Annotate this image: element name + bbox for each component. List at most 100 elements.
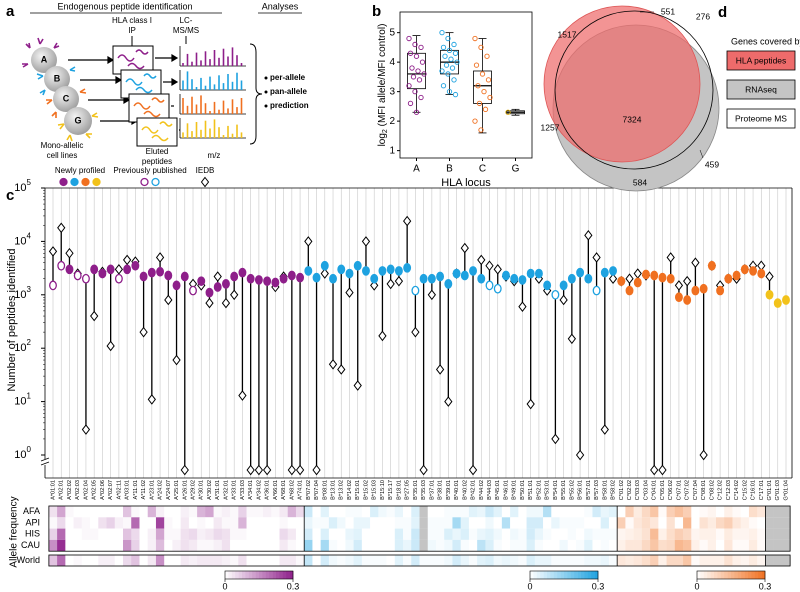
x-tick-label: B*58:02	[611, 480, 617, 500]
newly-profiled-point	[584, 273, 593, 284]
heatmap-cell	[205, 528, 214, 540]
colorbar-step	[228, 571, 233, 579]
heatmap-cell	[312, 539, 321, 552]
heatmap-cell	[740, 506, 750, 518]
heatmap-cell	[263, 555, 272, 566]
newly-profiled-point	[773, 298, 782, 308]
x-axis-label: HLA locus	[441, 177, 491, 189]
heatmap-cell	[188, 528, 198, 540]
heatmap-cell	[468, 517, 478, 529]
heatmap-cell	[748, 506, 758, 518]
heatmap-cell	[650, 506, 659, 518]
heatmap-cell	[304, 528, 313, 540]
x-tick-label: A*33:03	[240, 480, 246, 500]
diagram-label: Eluted	[146, 147, 169, 156]
heatmap-cell	[658, 517, 667, 529]
newly-profiled-point	[90, 264, 99, 275]
heatmap-cell	[172, 555, 181, 566]
heatmap-cell	[419, 539, 429, 552]
heatmap-cell	[90, 528, 99, 540]
heatmap-cell	[361, 528, 371, 540]
heatmap-cell	[411, 539, 420, 552]
heatmap-cell	[106, 517, 116, 529]
x-tick-label: B*15:01	[355, 480, 361, 500]
newly-profiled-point	[749, 266, 758, 276]
heatmap-cell	[600, 517, 610, 529]
colorbar-step	[547, 571, 551, 579]
heatmap-cell	[221, 555, 231, 566]
point	[418, 94, 424, 101]
colorbar-step	[584, 571, 589, 579]
x-tick-label: C*07:02	[685, 480, 691, 500]
peptide	[133, 97, 165, 118]
x-tick-label: B*38:01	[438, 480, 444, 500]
heatmap-cell	[221, 528, 231, 540]
newly-profiled-point	[254, 275, 263, 285]
x-tick-label: G*01:04	[783, 480, 789, 501]
previously-published-point	[49, 280, 57, 291]
newly-profiled-point	[477, 273, 486, 284]
x-tick-label: B	[446, 164, 453, 175]
x-tick-label: A*33:01	[232, 480, 238, 500]
heatmap-cell	[65, 555, 74, 566]
point	[479, 71, 486, 77]
heatmap-cell	[114, 539, 124, 552]
colorbar-step	[259, 571, 263, 579]
iedb-marker	[345, 287, 354, 298]
point	[445, 35, 451, 42]
heatmap-cell	[337, 555, 346, 566]
heatmap-cell	[271, 506, 280, 518]
colorbar-step	[242, 571, 246, 579]
heatmap-cell	[172, 539, 181, 552]
x-tick-label: B*42:01	[471, 480, 477, 500]
newly-profiled-point	[765, 289, 774, 300]
iedb-marker	[551, 433, 560, 445]
x-tick-label: B*15:03	[372, 480, 378, 500]
newly-profiled-point	[345, 268, 354, 279]
heatmap-cell	[48, 528, 58, 540]
x-tick-label: A*02:04	[83, 480, 89, 500]
colorbar-frame	[529, 570, 599, 580]
newly-profiled-point	[510, 273, 519, 284]
heatmap-cell	[543, 506, 552, 518]
diagram-title: Endogenous peptide identification	[57, 1, 192, 11]
y-tick-exponent: 2	[27, 338, 32, 347]
x-tick-label: B*35:01	[413, 480, 419, 500]
diagram-label: cell lines	[47, 151, 78, 160]
box	[473, 70, 492, 104]
iedb-marker	[460, 242, 469, 254]
heatmap-cell	[98, 517, 107, 529]
heatmap-cell	[180, 517, 190, 529]
newly-profiled-point	[403, 262, 412, 273]
colorbar-step	[710, 571, 715, 579]
legend-label: RNAseq	[745, 84, 777, 94]
x-tick-label: B*13:02	[339, 480, 345, 500]
heatmap-cell	[164, 539, 173, 552]
iedb-marker	[90, 310, 99, 322]
heatmap-cell	[460, 506, 470, 518]
heatmap-cell	[213, 555, 223, 566]
iedb-marker	[477, 254, 486, 266]
heatmap-cell	[328, 539, 338, 552]
x-tick-label: A*68:02	[289, 480, 295, 500]
heatmap-cell	[403, 539, 412, 552]
newly-profiled-point	[329, 273, 337, 284]
newly-profiled-point	[279, 273, 288, 284]
heatmap-cell	[724, 539, 733, 552]
heatmap-cell	[534, 517, 544, 529]
heatmap-cell	[353, 539, 363, 552]
newly-profiled-point	[230, 271, 239, 282]
heatmap-cell	[740, 517, 750, 529]
newly-profiled-point	[172, 280, 181, 291]
y-axis-label-part: 2	[382, 129, 389, 133]
x-tick-label: A*34:01	[248, 480, 254, 500]
venn-count: 584	[633, 177, 647, 187]
colorbar-tick-label: 0	[694, 581, 699, 591]
x-tick-label: B*07:04	[314, 480, 320, 500]
iedb-marker	[683, 275, 692, 287]
iedb-marker	[48, 246, 58, 257]
heatmap-cell	[658, 539, 667, 552]
heatmap-cell	[608, 539, 618, 552]
newly-profiled-point	[65, 264, 74, 275]
x-tick-label: C*01:02	[619, 480, 625, 500]
